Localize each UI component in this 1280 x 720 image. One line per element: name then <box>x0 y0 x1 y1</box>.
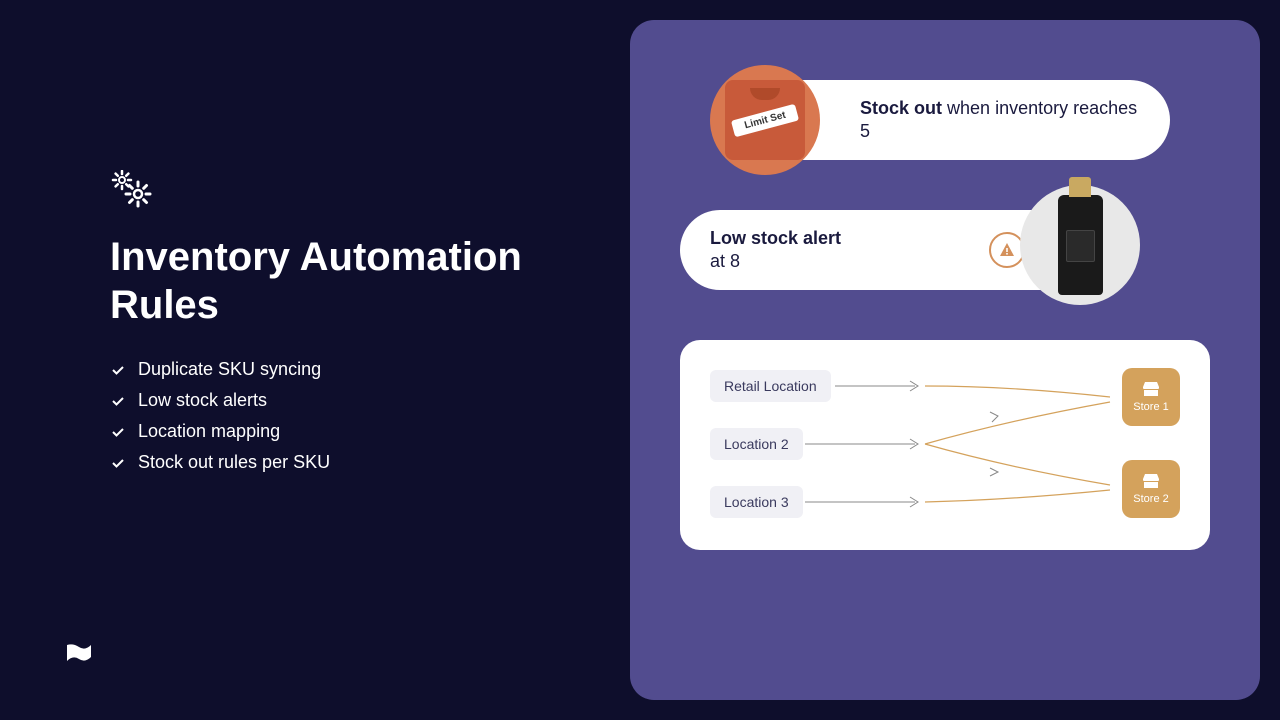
check-icon <box>110 424 126 440</box>
low-stock-text: Low stock alert at 8 <box>710 227 841 274</box>
left-content-panel: Inventory Automation Rules Duplicate SKU… <box>0 0 630 720</box>
page-title: Inventory Automation Rules <box>110 233 630 329</box>
store-icon <box>1141 473 1161 489</box>
store-label: Store 1 <box>1133 401 1168 413</box>
feature-text: Duplicate SKU syncing <box>138 359 321 380</box>
location-mapping-card: Retail Location Location 2 Location 3 St… <box>680 340 1210 550</box>
check-icon <box>110 362 126 378</box>
store-box: Store 2 <box>1122 460 1180 518</box>
feature-item: Location mapping <box>110 421 630 442</box>
feature-text: Low stock alerts <box>138 390 267 411</box>
right-showcase-panel: Limit Set Stock out when inventory reach… <box>630 20 1260 700</box>
stock-out-text: Stock out when inventory reaches 5 <box>860 97 1140 144</box>
product-image-bottle <box>1020 185 1140 305</box>
feature-list: Duplicate SKU syncing Low stock alerts L… <box>110 359 630 473</box>
store-box: Store 1 <box>1122 368 1180 426</box>
stock-out-card: Limit Set Stock out when inventory reach… <box>740 80 1170 160</box>
location-tag: Retail Location <box>710 370 831 402</box>
check-icon <box>110 393 126 409</box>
location-tag: Location 2 <box>710 428 803 460</box>
store-icon <box>1141 381 1161 397</box>
feature-item: Duplicate SKU syncing <box>110 359 630 380</box>
gears-icon <box>110 170 630 213</box>
check-icon <box>110 455 126 471</box>
location-tag: Location 3 <box>710 486 803 518</box>
product-image-tshirt: Limit Set <box>710 65 820 175</box>
low-stock-card: Low stock alert at 8 <box>680 210 1110 290</box>
feature-text: Stock out rules per SKU <box>138 452 330 473</box>
feature-text: Location mapping <box>138 421 280 442</box>
store-label: Store 2 <box>1133 493 1168 505</box>
brand-logo <box>65 641 93 670</box>
feature-item: Stock out rules per SKU <box>110 452 630 473</box>
feature-item: Low stock alerts <box>110 390 630 411</box>
